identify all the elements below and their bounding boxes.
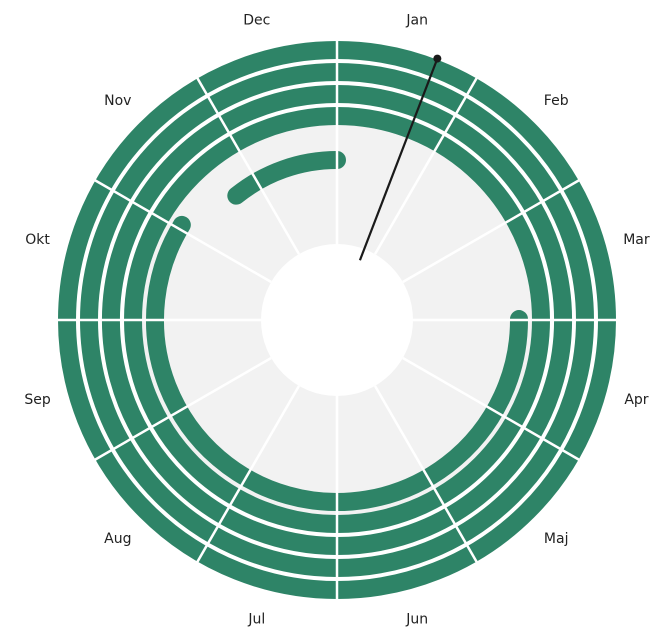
month-label-jan: Jan xyxy=(405,13,428,29)
month-divider xyxy=(402,177,582,284)
center-hole xyxy=(261,244,413,396)
marker-dot xyxy=(433,54,442,63)
month-label-jun: Jun xyxy=(405,611,428,627)
month-label-apr: Apr xyxy=(624,392,648,408)
month-label-feb: Feb xyxy=(544,93,569,109)
month-label-mar: Mar xyxy=(623,232,650,248)
ring-arc-5 xyxy=(146,215,528,511)
month-label-jul: Jul xyxy=(247,611,265,627)
ring-arc-6 xyxy=(227,151,346,205)
month-label-nov: Nov xyxy=(104,93,131,109)
month-label-sep: Sep xyxy=(24,392,51,408)
current-date-marker xyxy=(358,58,439,261)
month-divider xyxy=(194,75,301,255)
month-divider xyxy=(373,385,480,565)
month-divider xyxy=(373,75,480,255)
month-divider xyxy=(92,177,272,284)
month-label-okt: Okt xyxy=(25,232,50,248)
month-divider xyxy=(402,356,582,463)
month-divider xyxy=(194,385,301,565)
month-label-aug: Aug xyxy=(104,531,131,547)
month-label-dec: Dec xyxy=(243,13,270,29)
month-divider xyxy=(92,356,272,463)
month-label-maj: Maj xyxy=(544,531,569,547)
